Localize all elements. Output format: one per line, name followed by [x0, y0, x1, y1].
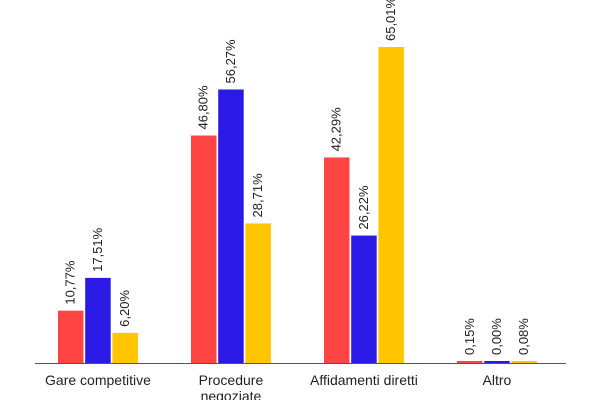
bar-3-2 — [511, 361, 537, 363]
bar-0-1 — [85, 277, 111, 363]
data-label-1-2: 28,71% — [250, 173, 265, 218]
bar-2-2 — [378, 47, 404, 363]
data-label-2-1: 26,22% — [356, 185, 371, 230]
data-label-0-2: 6,20% — [117, 290, 132, 327]
bar-3-0 — [457, 361, 483, 363]
bar-3-1 — [484, 361, 510, 363]
category-label-line: Procedure — [199, 372, 264, 388]
data-label-0-1: 17,51% — [90, 227, 105, 272]
bars-group — [58, 47, 537, 363]
bar-1-1 — [218, 89, 244, 363]
category-label-line: Altro — [483, 372, 512, 388]
category-label-3: Altro — [483, 372, 512, 388]
category-labels-group: Gare competitive Procedure negoziate Affida… — [45, 372, 512, 400]
bar-2-0 — [324, 157, 350, 363]
category-label-2: Affidamenti diretti — [310, 372, 418, 388]
data-label-3-2: 0,08% — [516, 318, 531, 355]
data-label-3-1: 0,00% — [489, 318, 504, 355]
category-label-0: Gare competitive — [45, 372, 151, 388]
bar-0-0 — [58, 310, 84, 363]
category-label-line: Gare competitive — [45, 372, 151, 388]
data-labels-group: 10,77% 17,51% 6,20% 46,80% 56,27% 28,71% 42,29… — [63, 0, 531, 355]
category-label-1: Procedure negoziate — [199, 372, 264, 400]
data-label-2-2: 65,01% — [383, 0, 398, 41]
data-label-2-0: 42,29% — [329, 107, 344, 152]
bar-1-2 — [245, 223, 271, 363]
data-label-1-1: 56,27% — [223, 39, 238, 84]
bar-2-1 — [351, 235, 377, 363]
data-label-0-0: 10,77% — [63, 260, 78, 305]
data-label-1-0: 46,80% — [196, 85, 211, 130]
bar-0-2 — [112, 332, 138, 363]
category-label-line: negoziate — [201, 388, 262, 400]
data-label-3-0: 0,15% — [462, 318, 477, 355]
category-label-line: Affidamenti diretti — [310, 372, 418, 388]
bar-1-0 — [191, 135, 217, 363]
